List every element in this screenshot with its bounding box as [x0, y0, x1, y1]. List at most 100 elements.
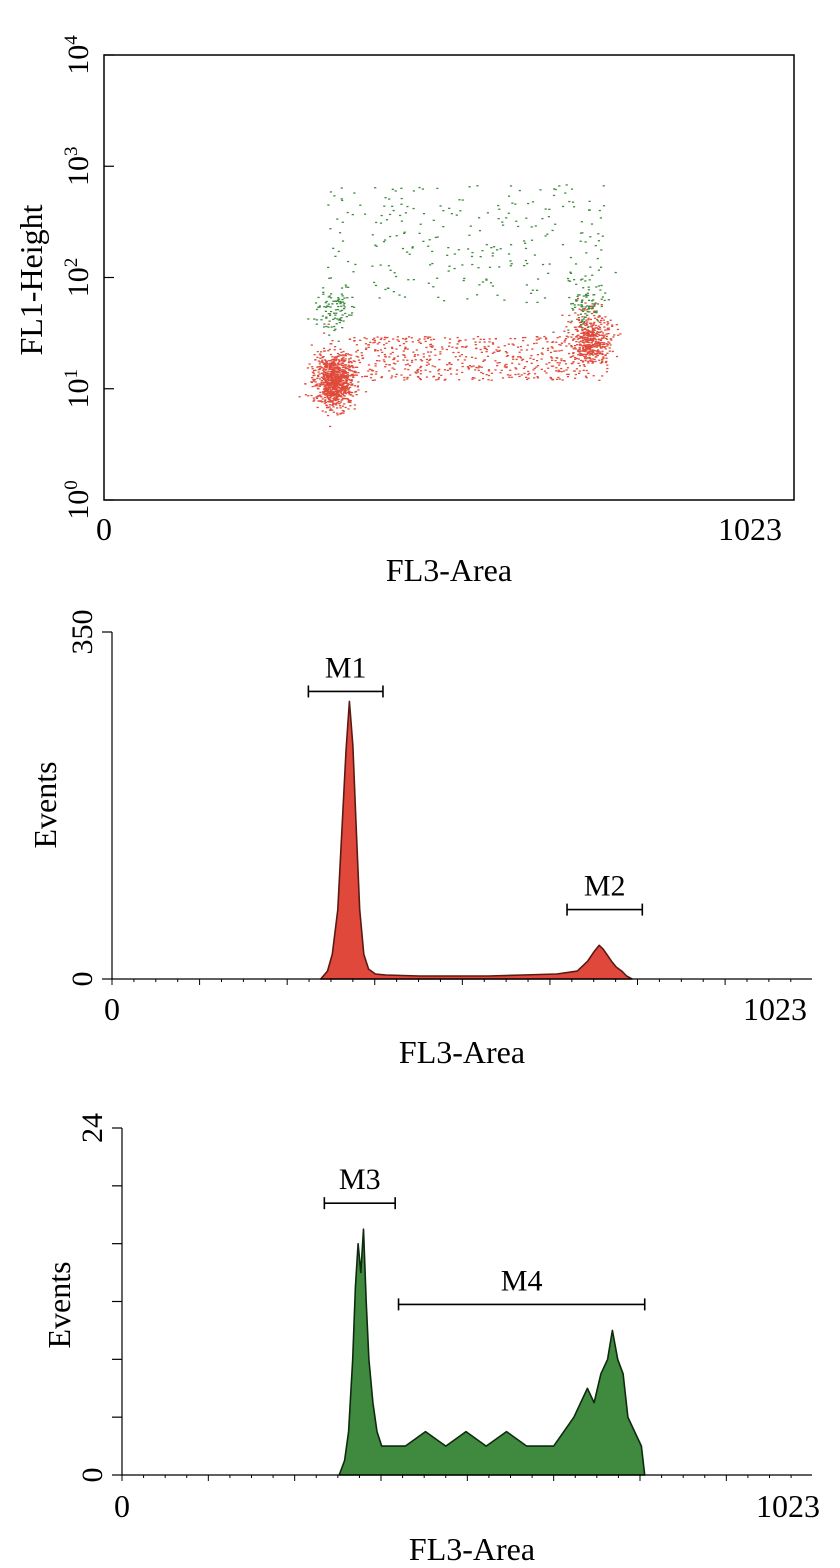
scatter-x-axis-label: FL3-Area [386, 552, 512, 588]
scatter-point-s0-436 [336, 414, 339, 416]
scatter-point-s0-950 [576, 318, 579, 320]
scatter-point-s0-1137 [609, 338, 612, 340]
scatter-point-s1-2249 [429, 264, 432, 266]
scatter-point-s1-1948 [324, 302, 327, 304]
scatter-point-s0-873 [350, 379, 353, 381]
scatter-point-s0-911 [603, 326, 606, 328]
scatter-point-s1-2147 [600, 284, 603, 287]
scatter-point-s0-1762 [551, 359, 554, 361]
scatter-point-s0-1378 [592, 337, 595, 340]
scatter-point-s0-1720 [500, 369, 503, 371]
scatter-point-s1-2213 [469, 225, 472, 227]
scatter-point-s1-2303 [468, 186, 471, 188]
scatter-point-s0-1419 [389, 353, 392, 355]
scatter-point-s1-2018 [582, 323, 585, 325]
scatter-point-s0-840 [340, 377, 343, 379]
scatter-point-s0-1198 [603, 342, 606, 344]
scatter-point-s0-1111 [601, 361, 604, 363]
scatter-point-s1-2072 [584, 306, 587, 308]
scatter-point-s1-2148 [496, 249, 499, 251]
scatter-point-s0-1265 [592, 339, 595, 341]
scatter-point-s1-1995 [322, 293, 325, 295]
scatter-point-s1-2153 [588, 200, 591, 202]
scatter-point-s0-1414 [555, 370, 558, 372]
scatter-point-s0-463 [320, 384, 323, 386]
scatter-point-s1-2079 [577, 294, 580, 296]
scatter-point-s0-939 [579, 335, 582, 338]
scatter-point-s1-2194 [544, 208, 547, 210]
scatter-point-s1-2204 [457, 249, 460, 251]
scatter-point-s0-1815 [478, 365, 481, 367]
scatter-point-s1-2290 [581, 232, 584, 234]
scatter-point-s0-691 [333, 367, 336, 370]
scatter-point-s0-1690 [375, 360, 379, 362]
scatter-point-s0-360 [344, 372, 347, 374]
scatter-point-s0-1603 [411, 341, 414, 343]
scatter-point-s0-332 [318, 363, 321, 365]
scatter-point-s1-2081 [580, 279, 583, 281]
scatter-point-s1-2059 [577, 317, 580, 319]
scatter-point-s1-2315 [336, 218, 339, 220]
scatter-point-s0-1816 [515, 358, 518, 361]
scatter-point-s1-2325 [599, 217, 602, 219]
scatter-point-s0-490 [339, 413, 342, 415]
scatter-point-s0-589 [337, 387, 340, 389]
scatter-point-s0-839 [311, 385, 314, 388]
scatter-point-s0-1079 [584, 354, 588, 356]
scatter-point-s0-1586 [369, 377, 373, 379]
scatter-point-s0-1303 [581, 350, 584, 352]
scatter-point-s0-1611 [565, 345, 568, 347]
scatter-point-s0-1601 [540, 358, 543, 360]
scatter-point-s0-1876 [487, 379, 490, 381]
scatter-point-s0-1687 [501, 377, 505, 379]
scatter-point-s0-1716 [467, 367, 470, 369]
scatter-point-s0-934 [595, 346, 598, 348]
scatter-point-s0-1283 [563, 339, 567, 341]
scatter-point-s0-1770 [451, 346, 454, 348]
scatter-point-s0-694 [335, 364, 339, 366]
scatter-point-s0-1758 [463, 359, 466, 361]
scatter-point-s0-627 [337, 398, 340, 400]
scatter-point-s0-1817 [402, 343, 406, 345]
scatter-point-s1-2029 [574, 306, 577, 308]
scatter-point-s0-1832 [353, 360, 356, 363]
scatter-point-s1-1975 [328, 295, 331, 297]
scatter-point-s1-2235 [568, 200, 571, 203]
scatter-point-s0-1539 [514, 367, 517, 369]
scatter-point-s1-2022 [580, 301, 583, 303]
scatter-point-s0-1674 [546, 349, 550, 351]
scatter-point-s1-1964 [339, 310, 342, 312]
scatter-point-s0-775 [350, 370, 353, 372]
scatter-point-s0-698 [326, 363, 329, 365]
scatter-point-s1-2226 [427, 245, 430, 247]
scatter-point-s1-1910 [330, 310, 333, 313]
scatter-point-s1-2173 [383, 239, 387, 241]
scatter-point-s0-1708 [529, 357, 532, 359]
scatter-point-s0-1285 [589, 335, 592, 337]
scatter-point-s1-2119 [485, 278, 488, 280]
scatter-point-s0-163 [322, 362, 325, 364]
scatter-point-s0-1327 [600, 334, 603, 336]
scatter-point-s0-1839 [460, 346, 464, 348]
scatter-point-s0-747 [330, 389, 333, 391]
scatter-point-s0-1575 [560, 367, 563, 370]
scatter-point-s0-1426 [465, 356, 468, 358]
scatter-point-s0-1354 [578, 348, 581, 351]
scatter-point-s0-596 [352, 367, 355, 369]
scatter-y-tick-label-3: 103 [61, 147, 95, 187]
scatter-point-s0-1382 [577, 349, 580, 351]
scatter-point-s0-674 [332, 406, 335, 408]
scatter-point-s0-1510 [512, 358, 515, 360]
scatter-point-s0-420 [341, 366, 344, 368]
scatter-point-s0-882 [320, 382, 323, 384]
scatter-point-s1-1920 [353, 306, 356, 308]
scatter-point-s1-2075 [580, 324, 583, 326]
scatter-point-s0-1838 [505, 355, 508, 357]
scatter-point-s0-1344 [585, 332, 588, 335]
scatter-point-s0-1746 [550, 365, 553, 367]
scatter-point-s0-1699 [490, 372, 494, 374]
scatter-point-s1-2141 [486, 212, 489, 214]
scatter-point-s0-384 [349, 401, 352, 403]
scatter-point-s1-2136 [359, 204, 362, 206]
scatter-point-s1-2248 [384, 288, 387, 291]
